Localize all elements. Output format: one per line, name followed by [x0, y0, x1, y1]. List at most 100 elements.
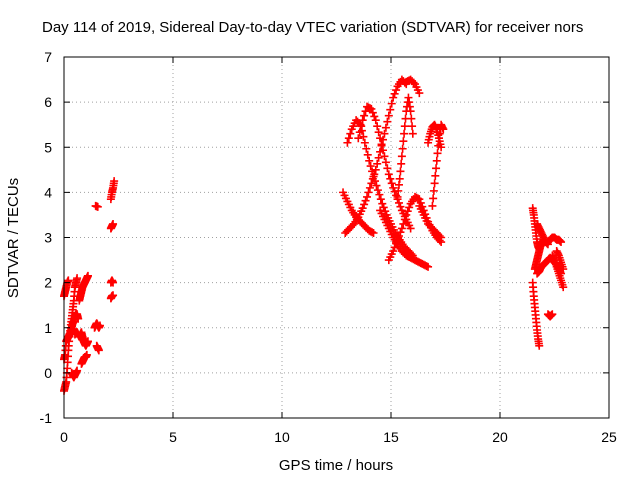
data-point-fill — [409, 78, 418, 87]
grid — [64, 57, 609, 418]
data-point-fill — [368, 108, 377, 117]
data-point — [424, 262, 433, 271]
series-late-h — [543, 310, 557, 321]
data-point-fill — [377, 140, 386, 149]
data-point — [415, 195, 424, 204]
data-point — [406, 224, 415, 233]
series-early-f — [75, 271, 92, 305]
data-point-fill — [373, 159, 382, 168]
data-point — [402, 210, 411, 219]
data-point-fill — [374, 128, 383, 137]
data-point-fill — [360, 111, 369, 120]
data-point-fill — [392, 239, 401, 248]
series-early-e — [70, 328, 92, 350]
x-tick-labels: 0 5 10 15 20 25 — [60, 429, 617, 445]
data-point — [430, 179, 439, 188]
data-point-fill — [376, 195, 385, 204]
x-tick-label: 0 — [60, 429, 68, 445]
data-point — [378, 199, 387, 208]
data-point — [437, 233, 446, 242]
series-mid-k — [415, 201, 446, 242]
data-point-fill — [368, 167, 377, 176]
data-point — [83, 337, 92, 346]
x-tick-label: 10 — [274, 429, 290, 445]
y-tick-label: 7 — [44, 49, 52, 65]
data-point-fill — [399, 219, 408, 228]
data-point — [428, 201, 437, 210]
data-point-fill — [400, 215, 409, 224]
data-point — [367, 104, 376, 113]
data-point — [82, 350, 91, 359]
data-point-fill — [431, 171, 440, 180]
data-point-fill — [364, 188, 373, 197]
data-point-fill — [365, 183, 374, 192]
data-point — [365, 156, 374, 165]
data-point — [95, 321, 104, 330]
y-tick-label: 2 — [44, 275, 52, 291]
data-point-fill — [362, 144, 371, 153]
data-point-fill — [379, 146, 388, 155]
y-tick-label: 6 — [44, 94, 52, 110]
series-mid-d — [354, 102, 415, 233]
data-point — [432, 156, 441, 165]
data-point-fill — [355, 128, 364, 137]
series-early-g — [77, 350, 91, 368]
data-point — [373, 186, 382, 195]
series-late-g — [548, 251, 568, 292]
data-point-fill — [366, 162, 375, 171]
chart-title: Day 114 of 2019, Sidereal Day-to-day VTE… — [42, 19, 583, 36]
data-point-fill — [381, 158, 390, 167]
data-point — [557, 238, 566, 247]
y-tick-label: 3 — [44, 230, 52, 246]
data-point — [360, 138, 369, 147]
data-point — [369, 228, 378, 237]
data-point — [535, 341, 544, 350]
data-point-fill — [403, 207, 412, 216]
tick-marks — [63, 56, 610, 419]
series-mid-c — [339, 188, 378, 237]
data-point-fill — [381, 123, 390, 132]
data-point-fill — [373, 122, 382, 131]
series-mid-g — [402, 75, 424, 98]
y-tick-label: 1 — [44, 320, 52, 336]
series-mid-h — [393, 93, 417, 201]
data-point — [109, 278, 118, 287]
data-point-fill — [346, 129, 355, 138]
data-point — [397, 224, 406, 233]
data-point — [73, 366, 82, 375]
x-tick-label: 20 — [492, 429, 508, 445]
series-early-n — [106, 291, 118, 303]
data-point — [397, 152, 406, 161]
data-point — [110, 177, 119, 186]
data-point-fill — [396, 228, 405, 237]
data-marks — [60, 75, 568, 395]
data-point — [358, 204, 367, 213]
data-point — [400, 129, 409, 138]
data-point-fill — [405, 203, 414, 212]
data-point-fill — [397, 159, 406, 168]
data-point-fill — [387, 179, 396, 188]
data-point — [369, 172, 378, 181]
data-point — [73, 274, 82, 283]
data-point — [371, 165, 380, 174]
data-point-fill — [357, 122, 366, 131]
data-point-fill — [390, 243, 399, 252]
series-early-i — [92, 341, 103, 355]
data-point-fill — [383, 117, 392, 126]
data-point — [408, 129, 417, 138]
data-point — [93, 202, 102, 211]
data-point — [389, 183, 398, 192]
data-point — [389, 247, 398, 256]
data-point — [83, 271, 92, 280]
data-point-fill — [363, 150, 372, 159]
data-point-fill — [372, 181, 381, 190]
data-point-fill — [399, 137, 408, 146]
data-point-fill — [432, 164, 441, 173]
data-point-fill — [344, 134, 353, 143]
data-point-fill — [383, 164, 392, 173]
series-mid-i — [428, 120, 448, 210]
data-point-fill — [394, 231, 403, 240]
data-point — [363, 192, 372, 201]
data-point — [358, 116, 367, 125]
